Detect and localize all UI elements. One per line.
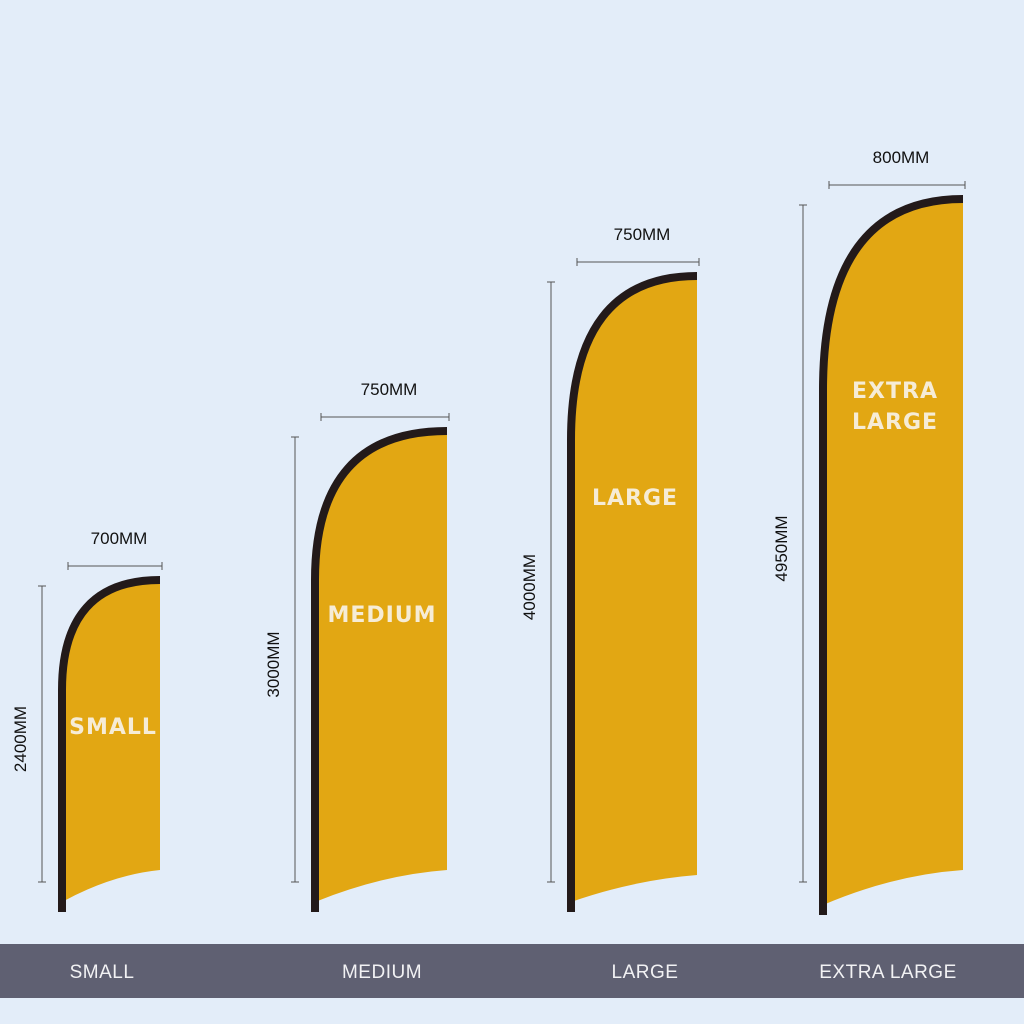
width-label: 750MM [361,380,418,399]
flag-pole [58,576,161,912]
flag-pole [819,195,964,915]
flag-fabric [823,199,963,905]
height-label: 4950MM [772,515,791,581]
width-label: 800MM [873,148,930,167]
caption: SMALL [70,962,135,983]
flag-label: LARGE [852,410,938,435]
height-label: 3000MM [264,631,283,697]
width-label: 700MM [91,529,148,548]
flag-label: LARGE [592,486,678,511]
flag-pole [311,427,448,912]
caption: EXTRA LARGE [819,962,957,983]
flag-pole [567,272,698,912]
flag-label: EXTRA [852,379,938,404]
caption: MEDIUM [342,962,422,983]
flag-fabric [571,276,697,902]
width-label: 750MM [614,225,671,244]
flag-label: SMALL [69,715,157,740]
height-label: 2400MM [11,706,30,772]
flag-fabric [62,580,160,902]
flag-fabric [315,431,447,902]
height-label: 4000MM [520,554,539,620]
caption-band [0,944,1024,998]
caption: LARGE [612,962,679,983]
flag-label: MEDIUM [327,603,436,628]
